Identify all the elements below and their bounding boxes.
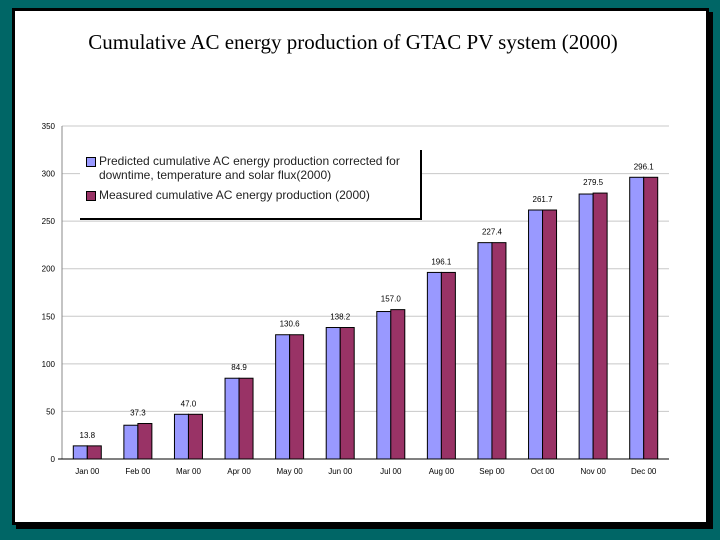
x-tick-label: Feb 00 — [125, 467, 150, 476]
data-label: 279.5 — [583, 178, 604, 187]
data-label: 157.0 — [381, 295, 402, 304]
bar-predicted — [72, 445, 88, 460]
x-tick-label: Jul 00 — [380, 467, 402, 476]
y-tick-label: 0 — [51, 455, 56, 464]
bar-measured — [289, 334, 305, 460]
legend-label-measured: Measured cumulative AC energy production… — [99, 188, 370, 202]
y-tick-label: 250 — [42, 217, 56, 226]
y-tick-label: 300 — [42, 170, 56, 179]
x-tick-label: May 00 — [277, 467, 304, 476]
data-label: 13.8 — [80, 431, 96, 440]
bar-measured — [592, 192, 608, 460]
y-tick-label: 200 — [42, 265, 56, 274]
data-label: 130.6 — [280, 320, 301, 329]
bar-predicted — [426, 271, 442, 460]
legend-swatch-measured — [86, 191, 96, 201]
data-label: 227.4 — [482, 228, 503, 237]
bar-measured — [390, 309, 406, 460]
bar-measured — [238, 377, 254, 460]
data-label: 296.1 — [634, 162, 655, 171]
y-tick-label: 150 — [42, 312, 56, 321]
slide-title: Cumulative AC energy production of GTAC … — [88, 30, 618, 54]
x-tick-label: Dec 00 — [631, 467, 657, 476]
bar-measured — [137, 423, 153, 460]
data-label: 196.1 — [431, 257, 452, 266]
bar-predicted — [477, 242, 493, 460]
bar-predicted — [123, 424, 139, 460]
bar-measured — [440, 271, 456, 460]
bar-predicted — [224, 377, 240, 460]
y-tick-label: 50 — [46, 407, 55, 416]
legend-item-measured: Measured cumulative AC energy production… — [86, 188, 370, 202]
data-label: 37.3 — [130, 409, 146, 418]
bar-predicted — [325, 327, 341, 460]
bar-measured — [86, 445, 102, 460]
bar-measured — [542, 209, 558, 460]
bar-measured — [491, 242, 507, 460]
legend-swatch-predicted — [86, 157, 96, 167]
bar-measured — [187, 413, 203, 460]
y-tick-label: 350 — [42, 122, 56, 131]
bar-predicted — [629, 176, 645, 460]
data-label: 138.2 — [330, 313, 351, 322]
x-tick-label: Jan 00 — [75, 467, 100, 476]
x-tick-label: Oct 00 — [531, 467, 555, 476]
legend-label-predicted: Predicted cumulative AC energy productio… — [99, 154, 400, 182]
chart-legend: Predicted cumulative AC energy productio… — [80, 150, 422, 220]
x-tick-label: Nov 00 — [580, 467, 606, 476]
data-label: 261.7 — [533, 195, 554, 204]
x-tick-label: Apr 00 — [227, 467, 251, 476]
x-tick-label: Mar 00 — [176, 467, 201, 476]
bar-predicted — [376, 311, 392, 460]
bar-measured — [643, 176, 659, 460]
bar-measured — [339, 327, 355, 460]
bar-predicted — [578, 193, 594, 460]
bar-predicted — [528, 209, 544, 460]
data-label: 84.9 — [231, 363, 247, 372]
bar-predicted — [275, 334, 291, 460]
bar-predicted — [173, 413, 189, 460]
data-label: 47.0 — [181, 399, 197, 408]
y-tick-label: 100 — [42, 360, 56, 369]
x-tick-label: Sep 00 — [479, 467, 505, 476]
legend-item-predicted: Predicted cumulative AC energy productio… — [86, 154, 416, 182]
x-tick-label: Jun 00 — [328, 467, 353, 476]
x-tick-label: Aug 00 — [429, 467, 455, 476]
